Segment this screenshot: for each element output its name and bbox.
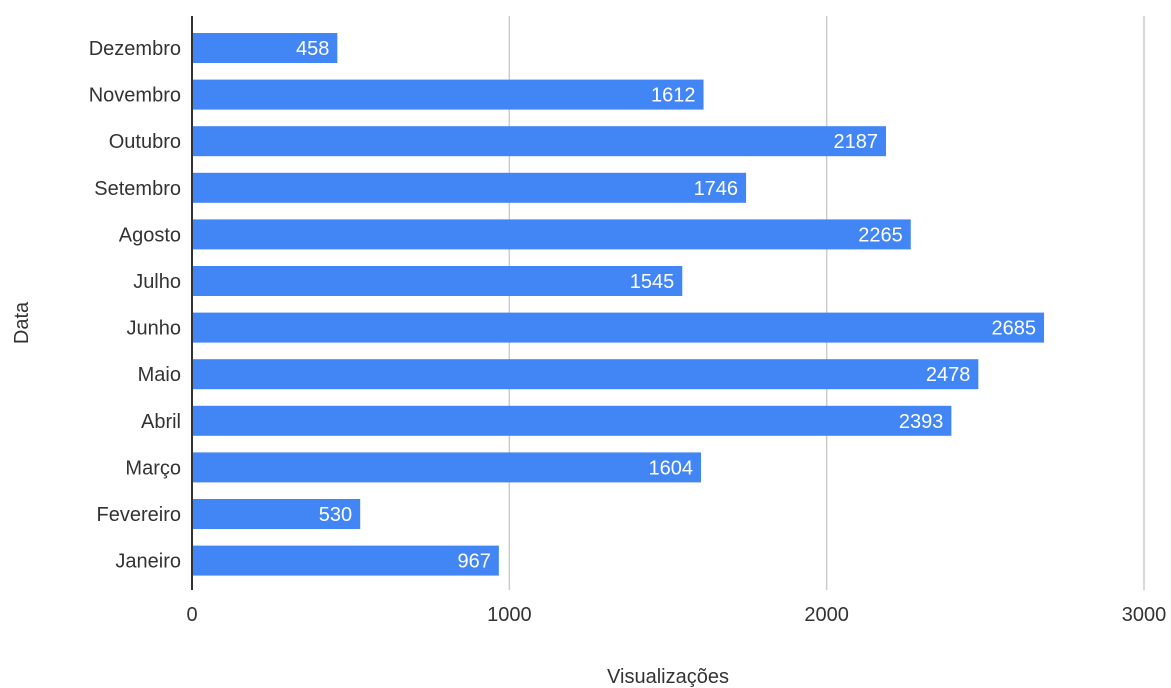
data-label: 2393 [899, 411, 944, 433]
category-label: Maio [138, 364, 181, 386]
category-label: Novembro [89, 85, 181, 107]
bar-agosto [192, 219, 911, 250]
bar-julho [192, 266, 683, 296]
bar-setembro [192, 172, 747, 203]
category-label: Junho [127, 318, 182, 340]
x-axis-title: Visualizações [607, 666, 729, 688]
bar-novembro [192, 79, 704, 110]
bar-abril [192, 405, 952, 436]
category-label: Outubro [109, 131, 181, 153]
category-label: Janeiro [115, 551, 181, 573]
bar-junho [192, 312, 1045, 343]
data-label: 2685 [992, 318, 1037, 340]
data-label: 1545 [630, 271, 675, 293]
x-tick-label: 2000 [804, 604, 849, 626]
bar-dezembro [192, 33, 338, 63]
bar-maio [192, 359, 979, 390]
data-label: 967 [457, 551, 490, 573]
y-axis-title: Data [11, 301, 33, 344]
x-tick-labels: 0 1000 2000 3000 [186, 604, 1166, 626]
data-label: 458 [296, 38, 329, 60]
x-tick-label: 1000 [487, 604, 532, 626]
bars: 458 1612 2187 1746 2265 1545 2685 2478 2393 1604 5… [192, 33, 1045, 576]
x-tick-label: 3000 [1122, 604, 1167, 626]
data-label: 1604 [649, 457, 694, 479]
category-label: Abril [141, 411, 181, 433]
category-label: Agosto [119, 224, 181, 246]
category-label: Março [125, 457, 181, 479]
bar-fevereiro [192, 499, 361, 529]
data-label: 2187 [834, 131, 879, 153]
data-label: 1746 [694, 178, 739, 200]
category-label: Fevereiro [97, 504, 181, 526]
data-label: 2265 [858, 224, 903, 246]
bar-janeiro [192, 545, 499, 576]
category-labels: Dezembro Novembro Outubro Setembro Agosto Jul… [89, 38, 181, 573]
bar-março [192, 452, 702, 483]
gridlines [508, 16, 1145, 590]
category-label: Julho [133, 271, 181, 293]
category-label: Setembro [94, 178, 181, 200]
data-label: 1612 [651, 85, 696, 107]
bar-outubro [192, 126, 887, 157]
data-label: 530 [319, 504, 352, 526]
x-tick-label: 0 [186, 604, 197, 626]
data-label: 2478 [926, 364, 971, 386]
category-label: Dezembro [89, 38, 181, 60]
